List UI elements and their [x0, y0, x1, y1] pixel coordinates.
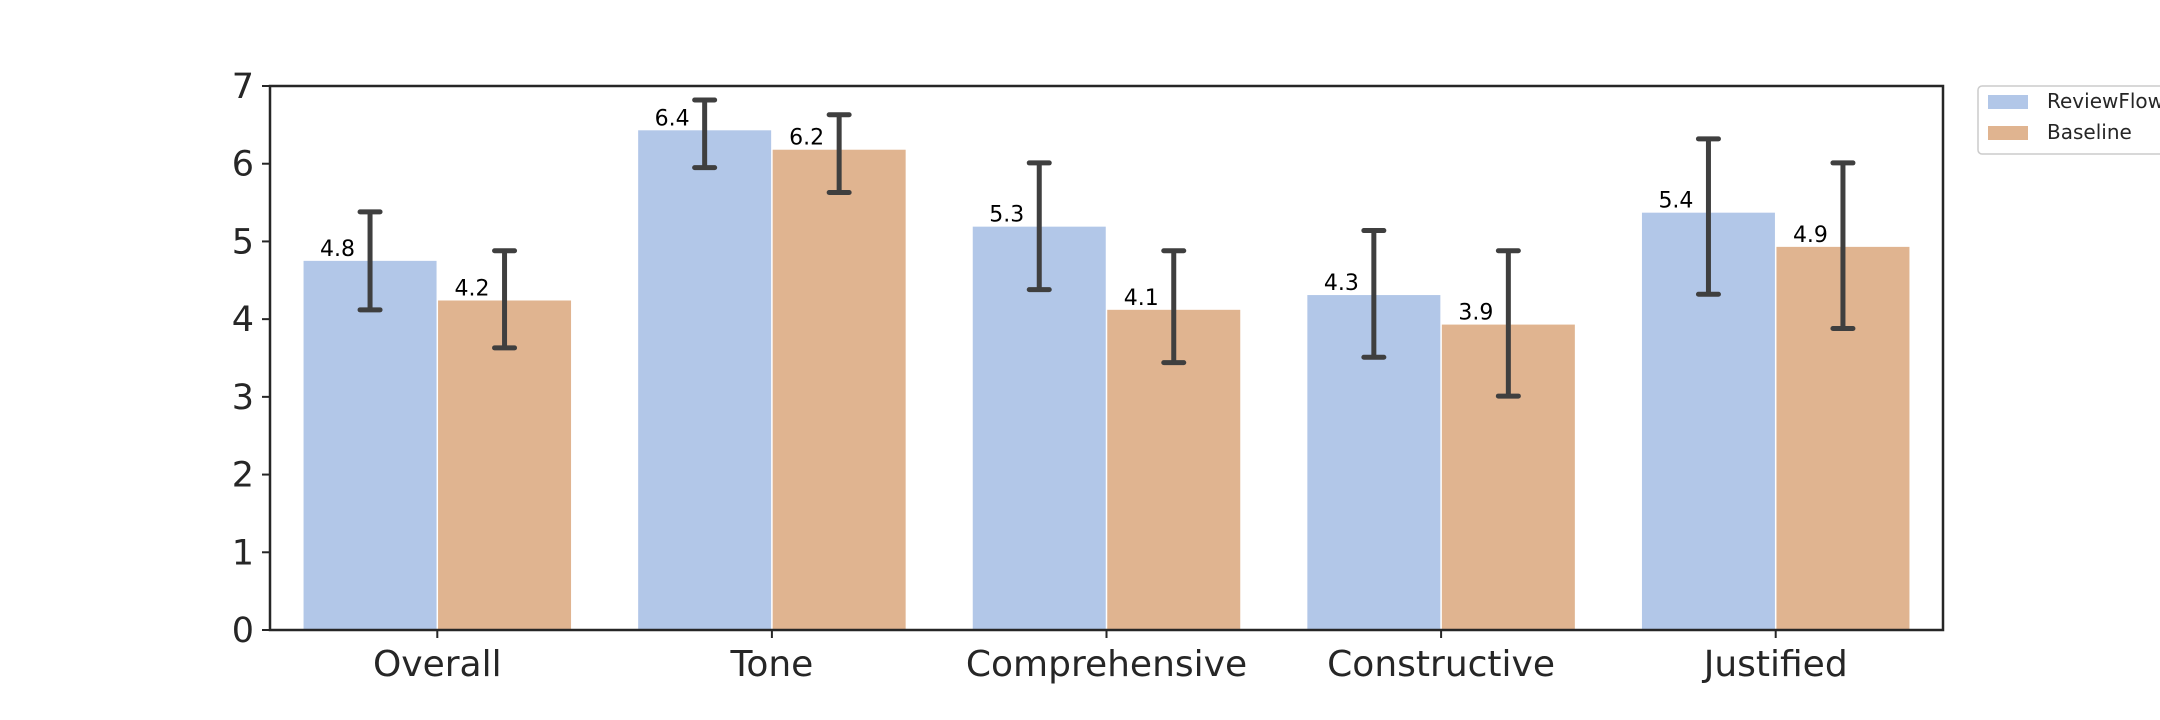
legend-label-reviewflow: ReviewFlow — [2047, 89, 2160, 113]
legend-swatch-baseline — [1988, 126, 2028, 140]
legend-label-baseline: Baseline — [2047, 120, 2132, 144]
legend-swatch-reviewflow — [1988, 95, 2028, 109]
x-tick-label: Justified — [1702, 644, 1848, 685]
y-tick-label: 2 — [232, 456, 254, 496]
error-bars-layer — [357, 97, 1856, 399]
bar — [303, 260, 437, 630]
y-tick-label: 6 — [232, 145, 254, 185]
y-tick-label: 4 — [232, 300, 254, 340]
bar-value-label: 4.9 — [1793, 223, 1828, 248]
bar — [972, 226, 1106, 631]
legend: ReviewFlow Baseline — [1977, 85, 2160, 155]
y-axis: 0 1 2 3 4 5 6 7 — [232, 67, 270, 651]
bar-value-label: 6.4 — [655, 106, 690, 131]
x-tick-label: Overall — [373, 644, 502, 685]
y-tick-label: 7 — [232, 67, 254, 107]
bar — [438, 300, 572, 630]
bar — [772, 149, 906, 630]
y-tick-label: 0 — [232, 611, 254, 651]
x-tick-label: Comprehensive — [966, 644, 1247, 685]
x-tick-label: Constructive — [1327, 644, 1555, 685]
bar-value-label: 4.2 — [455, 276, 490, 301]
bar-value-label: 3.9 — [1458, 301, 1493, 326]
bar-value-label: 4.8 — [320, 237, 355, 262]
x-axis: Overall Tone Comprehensive Constructive Just… — [373, 630, 1848, 685]
bar-value-label: 5.4 — [1658, 189, 1693, 214]
bar-value-label: 4.1 — [1124, 286, 1159, 311]
bar-value-label: 4.3 — [1324, 271, 1359, 296]
bar-value-label: 5.3 — [989, 203, 1024, 228]
bar — [638, 130, 772, 630]
x-tick-label: Tone — [729, 644, 813, 685]
bar-value-label: 6.2 — [789, 126, 824, 151]
y-tick-label: 5 — [232, 222, 254, 262]
y-tick-label: 3 — [232, 378, 254, 418]
y-tick-label: 1 — [232, 533, 254, 573]
bar-labels-layer: 4.8 4.2 6.4 6.2 5.3 4.1 4.3 3.9 5.4 4.9 — [320, 106, 1828, 325]
bars-layer — [303, 130, 1910, 631]
